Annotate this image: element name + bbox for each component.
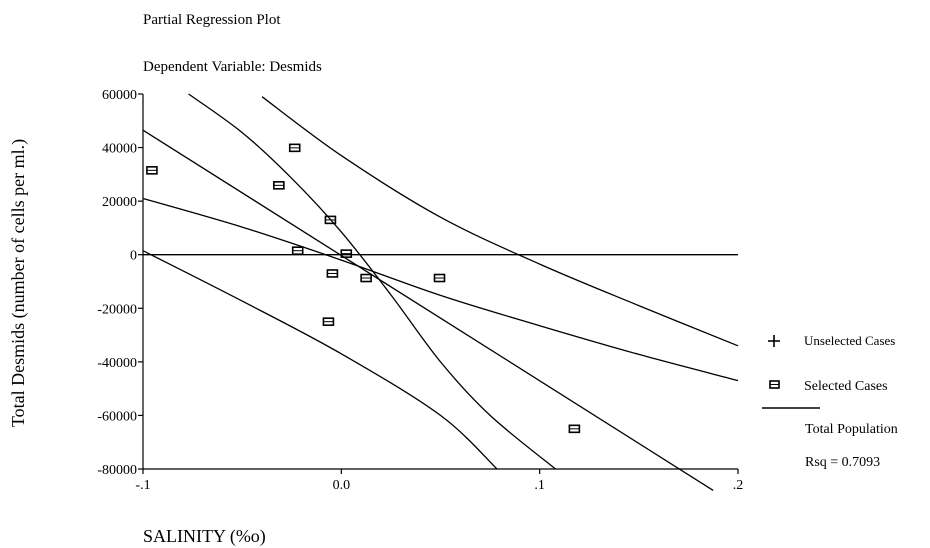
data-point: [322, 317, 335, 326]
rsq-label: Rsq = 0.7093: [805, 455, 880, 470]
legend-item-unselected: Unselected Cases: [768, 333, 895, 348]
chart-subtitle: Dependent Variable: Desmids: [143, 59, 322, 75]
prediction-lower-curve: [142, 250, 498, 470]
y-tick-label: -80000: [97, 463, 137, 478]
data-point: [288, 143, 301, 153]
x-axis-ticks: -.1 0.0 .1 .2: [135, 469, 743, 493]
legend-label-selected: Selected Cases: [804, 379, 888, 394]
legend: Unselected Cases Selected Cases Total Po…: [762, 333, 898, 470]
mean-ci-lower-curve: [188, 93, 556, 470]
legend-item-selected: Selected Cases: [769, 379, 888, 394]
y-axis-ticks: 60000 40000 20000 0 -20000 -40000 -60000 -80000: [97, 88, 143, 478]
prediction-upper-curve: [261, 96, 739, 347]
regression-curves: [142, 93, 739, 491]
data-point: [326, 269, 339, 278]
data-point: [340, 249, 353, 258]
y-tick-label: -60000: [97, 409, 137, 424]
y-tick-label: -40000: [97, 356, 137, 371]
legend-label-total: Total Population: [805, 422, 898, 437]
y-tick-label: 0: [130, 249, 137, 264]
plot-axes: [142, 94, 738, 470]
data-point: [568, 424, 581, 434]
data-points: [146, 143, 581, 434]
data-point: [273, 181, 285, 190]
x-tick-label: 0.0: [333, 478, 351, 493]
y-tick-label: -20000: [97, 302, 137, 317]
regression-line: [142, 129, 714, 491]
legend-item-total: Total Population: [762, 407, 898, 437]
mean-ci-upper-curve: [142, 197, 739, 382]
x-tick-label: -.1: [135, 478, 150, 493]
x-tick-label: .2: [733, 478, 744, 493]
data-point: [324, 215, 337, 225]
chart-title: Partial Regression Plot: [143, 12, 281, 28]
y-tick-label: 20000: [102, 195, 137, 210]
y-tick-label: 60000: [102, 88, 137, 103]
data-point: [146, 166, 158, 175]
y-axis-label: Total Desmids (number of cells per ml.): [8, 139, 29, 427]
data-point: [291, 246, 304, 255]
legend-label-unselected: Unselected Cases: [804, 333, 895, 348]
y-tick-label: 40000: [102, 142, 137, 157]
x-tick-label: .1: [534, 478, 545, 493]
x-axis-label: SALINITY (%o): [143, 526, 266, 547]
data-point: [360, 273, 372, 283]
data-point: [433, 273, 446, 283]
